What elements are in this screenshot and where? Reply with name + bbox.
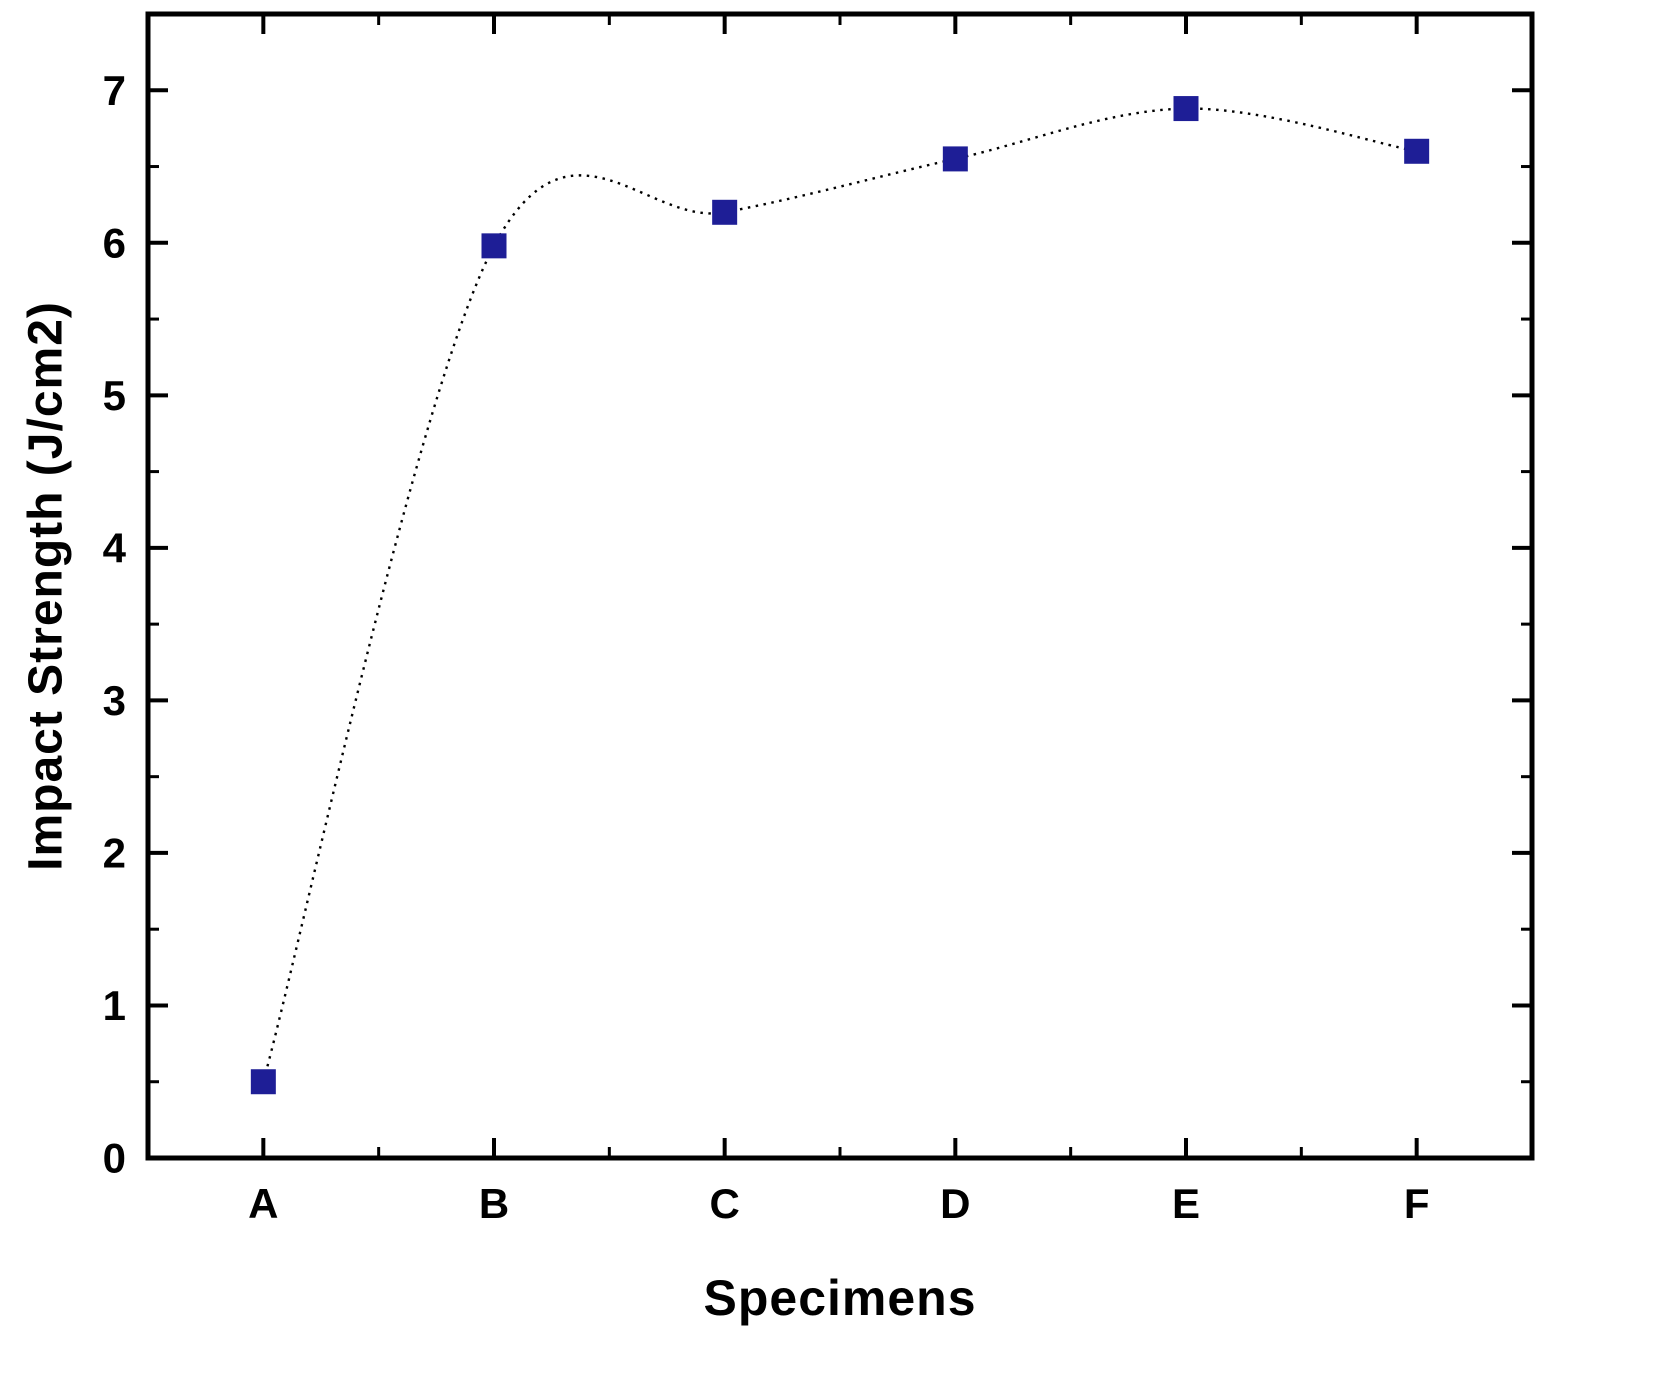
trend-line-group xyxy=(262,107,1417,1083)
data-point-marker xyxy=(712,199,738,225)
axis-ticks xyxy=(148,12,1532,1160)
y-tick-label: 5 xyxy=(103,372,126,419)
data-point-marker xyxy=(1404,138,1430,164)
x-tick-label: D xyxy=(940,1180,970,1227)
x-tick-label: A xyxy=(248,1180,278,1227)
y-tick-label: 0 xyxy=(103,1135,126,1182)
data-point-marker xyxy=(250,1069,276,1095)
y-tick-label: 3 xyxy=(103,677,126,724)
y-tick-label: 7 xyxy=(103,67,126,114)
data-points xyxy=(250,96,1430,1095)
x-tick-label: C xyxy=(709,1180,739,1227)
y-tick-label: 1 xyxy=(103,982,126,1029)
plot-frame xyxy=(145,11,1535,1161)
y-tick-label: 6 xyxy=(103,219,126,266)
tick-labels: 0 1 2 3 4 5 6 7 A B C D E F xyxy=(103,67,1430,1227)
y-tick-label: 2 xyxy=(103,829,126,876)
data-point-marker xyxy=(1173,96,1199,122)
y-axis-title: Impact Strength (J/cm2) xyxy=(19,301,73,871)
x-tick-label: B xyxy=(479,1180,509,1227)
trend-line xyxy=(262,107,1417,1083)
y-tick-label: 4 xyxy=(103,524,127,571)
x-tick-label: F xyxy=(1404,1180,1430,1227)
x-axis-title: Specimens xyxy=(703,1270,977,1326)
data-point-marker xyxy=(942,146,968,172)
data-point-marker xyxy=(481,233,507,259)
x-tick-label: E xyxy=(1172,1180,1200,1227)
